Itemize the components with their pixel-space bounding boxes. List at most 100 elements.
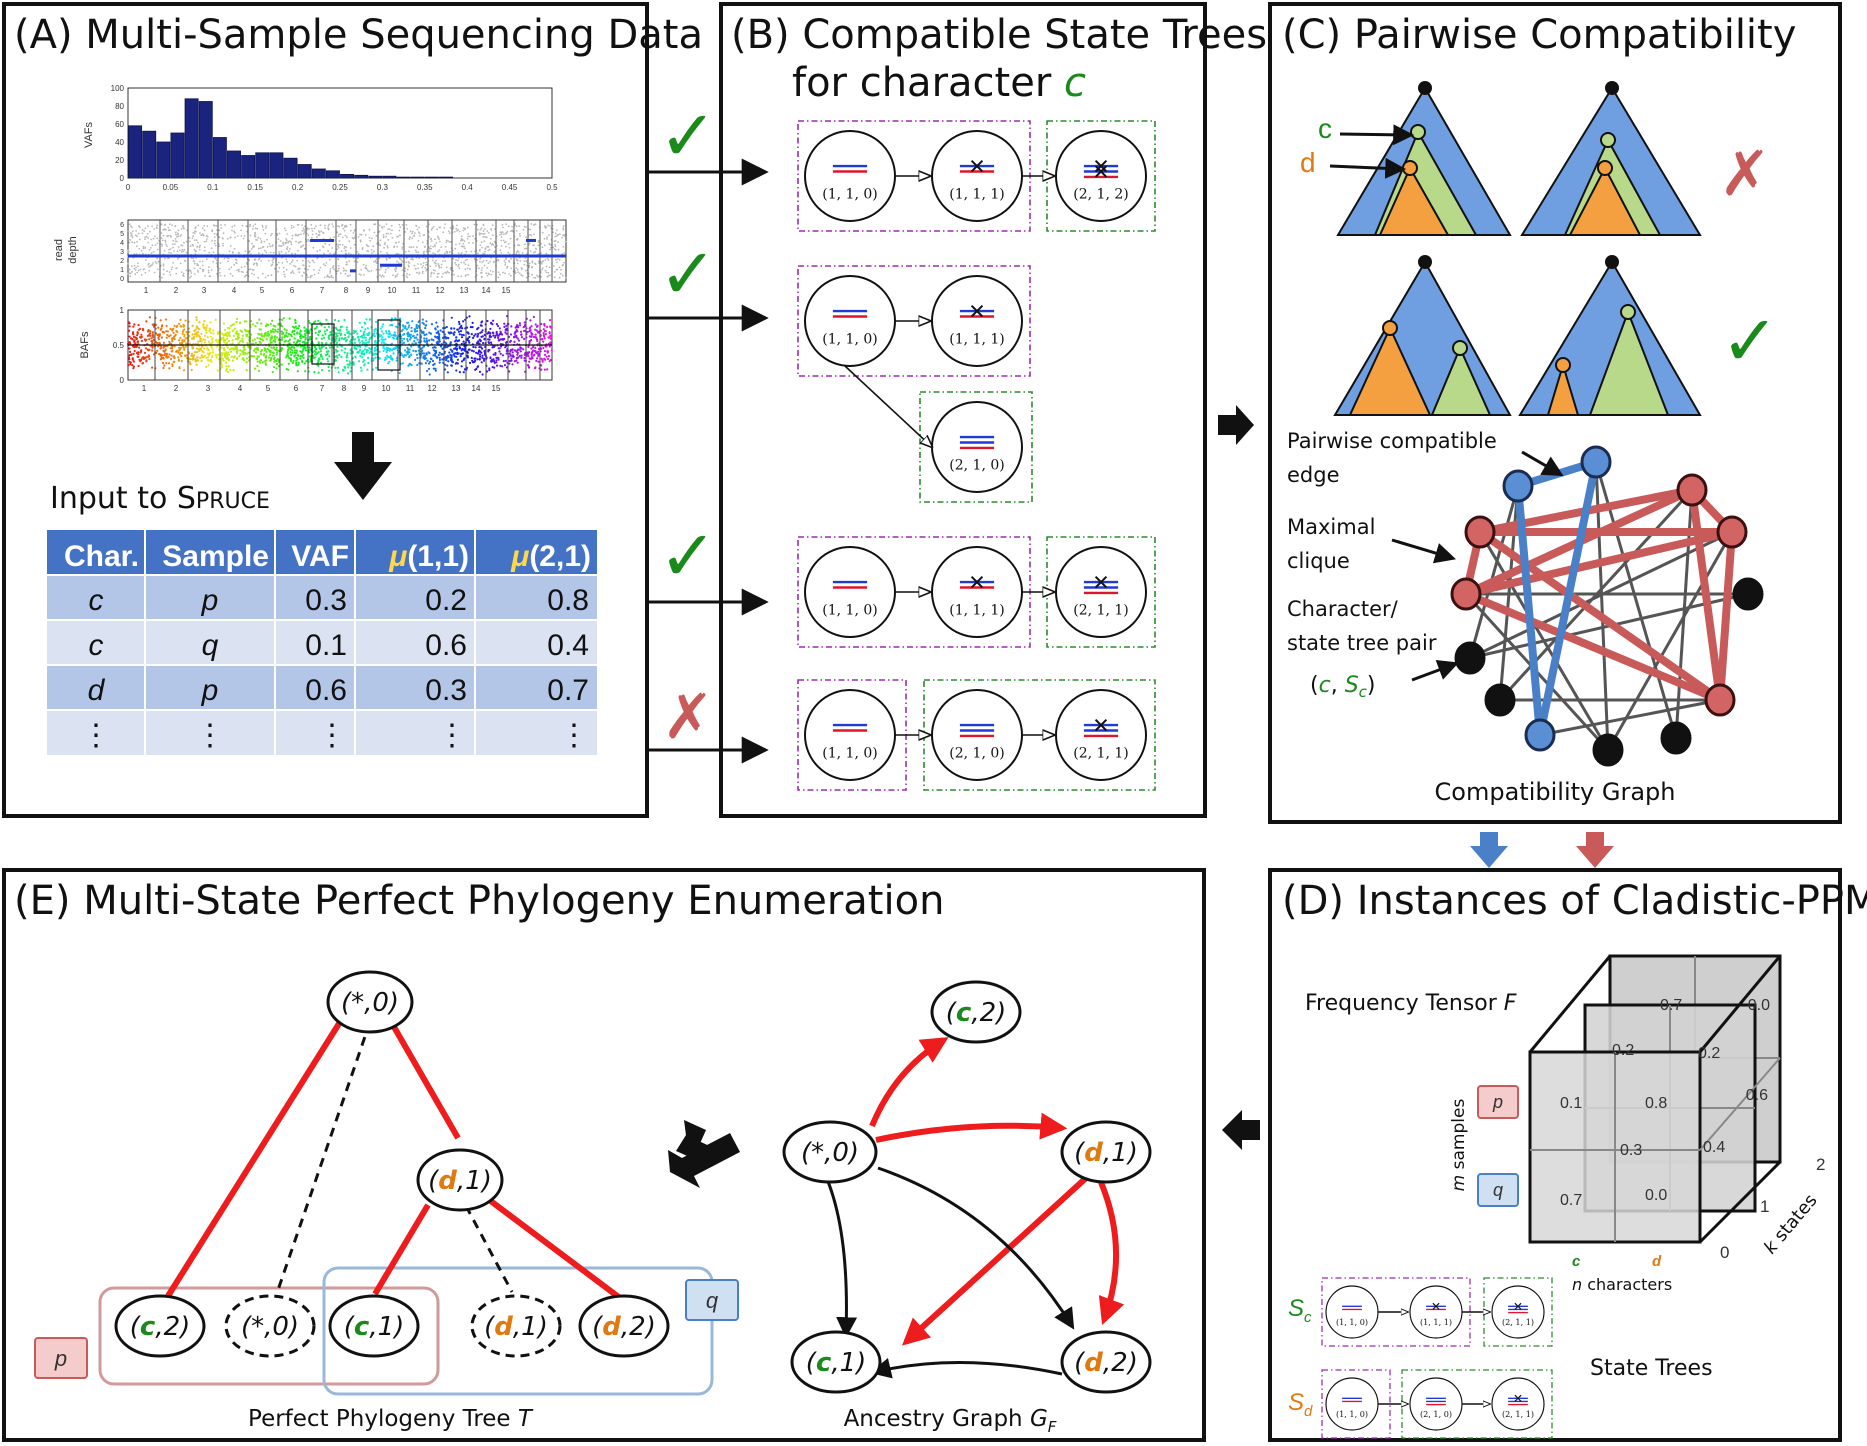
graph-node: [1450, 577, 1482, 611]
depth-xtick: 8: [344, 286, 349, 295]
tree-node: [930, 980, 1022, 1044]
state-trees-d: (1, 1, 0) (1, 1, 1) (2, 1, 1) (1, 1, 0) (2, …: [1321, 1277, 1553, 1439]
input-label: Input to SPRUCE: [50, 481, 270, 516]
vaf-bar: [227, 150, 241, 179]
table-cell: c: [89, 584, 104, 617]
vaf-ytick: 0: [120, 174, 125, 183]
tree-node-label: (d,2): [1074, 1348, 1138, 1378]
graph-node: [1464, 515, 1496, 549]
baf-xtick: 12: [428, 384, 437, 393]
pairwise-trees: [1333, 81, 1702, 416]
state-node: [1325, 1377, 1379, 1431]
sample-p-label: p: [1492, 1092, 1503, 1112]
state-label: (1, 1, 0): [822, 187, 877, 203]
state-node: [1409, 1285, 1463, 1339]
arrow-e-left: [668, 1120, 740, 1188]
graph-node: [1502, 469, 1534, 503]
baf-xtick: 13: [452, 384, 461, 393]
vaf-bar: [410, 176, 425, 179]
graph-node: [1592, 733, 1624, 767]
table-header-cell: Sample: [162, 540, 269, 573]
vaf-xtick: 0.05: [163, 183, 179, 192]
label-clique-2: clique: [1287, 549, 1350, 573]
panel-b-frame: [719, 2, 1207, 818]
arrow-d-to-e: [1222, 1110, 1260, 1150]
vaf-bar: [439, 176, 453, 179]
tree-node-label: (*,0): [801, 1138, 859, 1168]
mark-incompatible: ✗: [1719, 137, 1771, 210]
depth-xtick: 9: [366, 286, 371, 295]
tensor-back-3: 0.2: [1612, 1042, 1634, 1059]
clique-edge: [1477, 528, 1723, 704]
state-label: (2, 1, 0): [1420, 1409, 1452, 1419]
sample-q-label: q: [1493, 1180, 1503, 1200]
table-cell: p: [201, 584, 219, 617]
tensor-mid-2: 0.4: [1703, 1139, 1725, 1156]
tree-node-label: (d,1): [1074, 1138, 1138, 1168]
clique-edge: [1465, 528, 1733, 598]
ancestry-caption: Ancestry Graph GF: [844, 1406, 1057, 1436]
sample-p-tag: [34, 1337, 88, 1379]
graph-node: [1676, 473, 1708, 507]
label-pair-1: Character/: [1287, 597, 1399, 621]
compatible-edge: [1536, 461, 1600, 736]
state-group-box: [797, 265, 1031, 377]
vaf-ylabel: VAFs: [83, 121, 95, 148]
depth-ytick: 5: [120, 231, 124, 238]
Sd-label: Sd: [1288, 1389, 1313, 1420]
table-cell: 0.6: [425, 629, 467, 662]
vaf-bar: [156, 141, 171, 179]
depth-ylabel-2: depth: [67, 236, 79, 264]
tree-node: [578, 1294, 670, 1358]
graph-node: [1580, 445, 1612, 479]
baf-plot: 10.50 1 2 3 4 5 6 7 8 9 10 11 12 13 14 15 BAFs: [79, 306, 553, 393]
cross-mark: ✗: [662, 680, 714, 753]
graph-node: [1716, 515, 1748, 549]
compatibility-graph: [1450, 445, 1764, 767]
down-arrow: [334, 432, 392, 500]
tree-caption: Perfect Phylogeny Tree T: [248, 1406, 534, 1432]
state-node: [804, 546, 896, 638]
vaf-xtick: 0.5: [546, 183, 558, 192]
panel-d-frame: [1268, 868, 1842, 1442]
vaf-bar: [198, 101, 213, 179]
tree-edges: [165, 1018, 622, 1301]
state-node: [931, 546, 1023, 638]
check-mark-3: ✓: [659, 515, 718, 597]
graph-node: [1732, 577, 1764, 611]
state-node: [931, 275, 1023, 367]
tree-node: [114, 1294, 206, 1358]
depth-xtick: 7: [320, 286, 325, 295]
tree-node-label: (d,1): [484, 1312, 548, 1342]
arrows-c-to-d: [1470, 832, 1614, 868]
tree-node: [224, 1294, 316, 1358]
ancestry-edges: [818, 1037, 1125, 1379]
vaf-bar: [184, 98, 199, 179]
n-characters-label: n characters: [1572, 1275, 1672, 1294]
graph-node: [1454, 641, 1486, 675]
table-cell: p: [201, 674, 219, 707]
tensor-mid-3: 0.3: [1620, 1142, 1642, 1159]
table-header-cell: Char.: [64, 540, 139, 573]
state-label: (2, 1, 1): [1502, 1409, 1534, 1419]
label-pair-3: (c, Sc): [1310, 673, 1376, 701]
baf-ytick: 1: [120, 306, 125, 315]
graph-node: [1660, 721, 1692, 755]
char-c-tick: c: [1572, 1253, 1581, 1270]
depth-ytick: 0: [120, 276, 124, 283]
state-label: (1, 1, 0): [1336, 1317, 1368, 1327]
panel-e-title: (E) Multi-State Perfect Phylogeny Enumer…: [14, 878, 944, 924]
state-node: [804, 689, 896, 781]
vaf-bar: [269, 152, 284, 179]
vaf-bar: [382, 175, 397, 179]
baf-xtick: 14: [472, 384, 481, 393]
table-cell: d: [88, 674, 106, 707]
depth-ylabel-1: read: [53, 239, 65, 261]
baf-xtick: 4: [238, 384, 243, 393]
tree-node: [782, 1120, 878, 1184]
table-cell: 0.3: [305, 584, 347, 617]
tensor-mid-1: 0.2: [1698, 1045, 1720, 1062]
state-node: [804, 275, 896, 367]
table-header-cell: μ(2,1): [510, 540, 591, 573]
baf-xtick: 1: [142, 384, 147, 393]
